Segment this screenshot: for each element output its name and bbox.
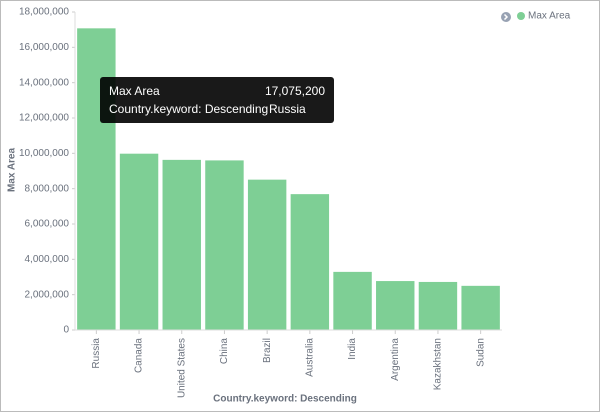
tooltip: Max Area 17,075,200 Country.keyword: Des… <box>100 77 334 123</box>
tooltip-value: 17,075,200 <box>265 84 325 98</box>
bar <box>376 281 415 330</box>
y-tick-label: 2,000,000 <box>25 289 70 300</box>
x-tick-label: Australia <box>304 338 315 377</box>
bar <box>461 285 500 330</box>
y-tick-label: 6,000,000 <box>25 219 70 230</box>
y-tick-label: 4,000,000 <box>25 254 70 265</box>
tooltip-series: Max Area <box>109 84 160 98</box>
y-tick-label: 0 <box>63 325 69 336</box>
y-tick-label: 16,000,000 <box>19 42 69 53</box>
bar <box>119 153 159 330</box>
x-tick-label: Sudan <box>475 338 486 367</box>
x-tick-label: Russia <box>91 338 102 369</box>
x-tick-label: Brazil <box>262 338 273 363</box>
plot: 0 2,000,000 4,000,000 6,000,000 8,000,000 10,… <box>19 7 502 398</box>
bar <box>205 160 244 330</box>
bar <box>247 179 287 330</box>
tooltip-field: Country.keyword: Descending <box>109 102 268 116</box>
y-tick-label: 12,000,000 <box>19 113 69 124</box>
y-tick-label: 18,000,000 <box>19 7 69 18</box>
x-tick-label: Argentina <box>390 338 401 381</box>
x-tick-label: Kazakhstan <box>433 338 444 390</box>
y-tick-label: 14,000,000 <box>19 77 69 88</box>
tooltip-box <box>100 77 334 123</box>
bar <box>333 271 372 330</box>
bar <box>290 194 330 330</box>
legend-toggle-icon <box>503 13 509 21</box>
legend-swatch <box>517 12 525 20</box>
bar <box>162 159 201 330</box>
bar <box>418 281 458 330</box>
x-tick-label: Canada <box>134 338 145 373</box>
y-tick-label: 10,000,000 <box>19 148 69 159</box>
x-tick-label: United States <box>176 338 187 398</box>
bar <box>77 28 116 330</box>
x-tick-label: India <box>347 338 358 360</box>
tooltip-category: Russia <box>269 102 306 116</box>
legend-label[interactable]: Max Area <box>528 11 571 22</box>
x-tick-label: China <box>219 338 230 365</box>
x-axis-title: Country.keyword: Descending <box>213 394 357 405</box>
y-tick-label: 8,000,000 <box>25 183 70 194</box>
y-axis-title: Max Area <box>7 148 18 193</box>
